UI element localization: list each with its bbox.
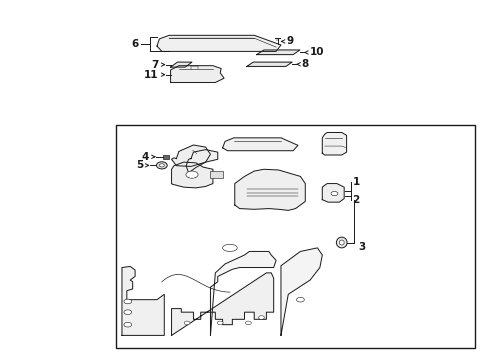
Ellipse shape [330,192,337,196]
Polygon shape [256,50,299,55]
Polygon shape [210,251,276,336]
Polygon shape [322,132,346,155]
Text: 5: 5 [136,160,143,170]
Text: 4: 4 [142,152,149,162]
Text: 6: 6 [131,39,139,49]
Polygon shape [234,169,305,210]
Polygon shape [171,145,210,166]
Bar [210,171,222,178]
Polygon shape [171,273,273,336]
Ellipse shape [184,321,190,325]
Ellipse shape [185,171,198,178]
Ellipse shape [258,316,264,319]
Text: 8: 8 [301,59,308,69]
Ellipse shape [159,164,164,167]
Text: 3: 3 [358,242,365,252]
Ellipse shape [245,321,251,325]
Polygon shape [281,248,322,336]
Ellipse shape [296,297,304,302]
Polygon shape [322,184,344,202]
Ellipse shape [156,162,167,169]
Text: 7: 7 [151,60,158,69]
Polygon shape [246,62,291,66]
Text: 1: 1 [352,177,359,187]
Polygon shape [186,150,217,173]
Text: 9: 9 [286,36,293,46]
Text: 10: 10 [309,48,324,58]
Ellipse shape [222,244,237,251]
Ellipse shape [123,310,131,315]
Polygon shape [122,266,164,336]
Bar [116,125,474,348]
Ellipse shape [123,299,131,304]
Text: 2: 2 [352,195,359,205]
Text: 11: 11 [143,69,158,80]
Polygon shape [170,62,192,67]
Polygon shape [222,138,297,151]
Bar [163,155,168,159]
Polygon shape [170,66,224,82]
Polygon shape [157,35,281,51]
Polygon shape [171,162,212,188]
Ellipse shape [336,237,346,248]
Ellipse shape [217,321,223,325]
Ellipse shape [123,322,131,327]
Ellipse shape [339,240,344,245]
